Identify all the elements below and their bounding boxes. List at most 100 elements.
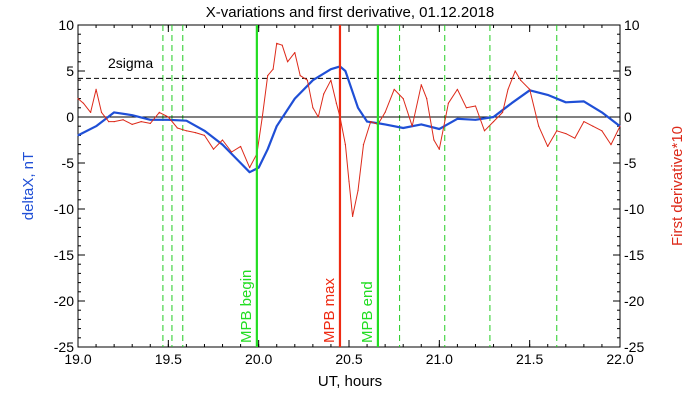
y-axis-left-label: deltaX, nT: [20, 152, 37, 220]
y-tick-label-left: -25: [54, 339, 74, 355]
data-point-deltaX: [402, 127, 404, 129]
x-tick-label: 20.5: [335, 351, 362, 367]
data-point-deltaX: [456, 118, 458, 120]
data-point-derivative: [456, 88, 458, 90]
data-point-derivative: [483, 130, 486, 132]
y-axis-right-label: First derivative*10: [669, 126, 686, 246]
data-point-derivative: [426, 98, 428, 100]
data-point-deltaX: [420, 123, 422, 125]
sigma-label: 2sigma: [108, 55, 153, 71]
data-point-derivative: [433, 139, 435, 141]
data-point-derivative: [261, 116, 263, 118]
data-point-deltaX: [267, 148, 269, 150]
data-point-derivative: [100, 111, 103, 113]
data-point-derivative: [565, 132, 567, 135]
data-point-derivative: [348, 180, 350, 182]
data-point-derivative: [357, 190, 359, 192]
data-point-derivative: [447, 102, 449, 104]
series-line-derivative: [77, 42, 621, 217]
data-point-derivative: [221, 139, 224, 141]
x-axis-label: UT, hours: [318, 373, 382, 390]
data-point-deltaX: [366, 121, 368, 123]
y-tick-label-left: 5: [66, 63, 74, 79]
event-label: MPB begin: [238, 270, 255, 343]
data-point-derivative: [610, 144, 612, 146]
x-tick-label: 21.0: [426, 351, 453, 367]
data-point-deltaX: [357, 107, 359, 109]
x-tick-label: 22.0: [606, 351, 633, 367]
data-point-deltaX: [384, 123, 386, 125]
data-point-derivative: [556, 130, 558, 132]
data-point-derivative: [344, 144, 346, 146]
data-point-derivative: [82, 102, 85, 104]
y-tick-label-right: -10: [624, 201, 644, 217]
data-point-derivative: [438, 148, 440, 150]
data-point-derivative: [167, 116, 169, 118]
y-tick-label-right: -25: [624, 339, 644, 355]
y-tick-label-left: -5: [62, 155, 75, 171]
data-point-derivative: [474, 105, 477, 107]
data-point-derivative: [158, 111, 160, 113]
data-point-derivative: [538, 125, 540, 127]
data-point-derivative: [501, 111, 504, 113]
data-point-derivative: [122, 119, 124, 121]
data-point-derivative: [95, 88, 97, 90]
data-point-derivative: [299, 75, 301, 77]
data-point-deltaX: [601, 111, 603, 113]
y-tick-label-right: 0: [624, 109, 632, 125]
data-point-deltaX: [474, 119, 477, 121]
data-point-derivative: [335, 102, 337, 104]
data-point-derivative: [286, 61, 289, 63]
data-point-derivative: [547, 145, 549, 148]
data-point-derivative: [514, 70, 516, 72]
y-tick-label-right: -5: [624, 155, 637, 171]
data-point-deltaX: [330, 68, 332, 70]
data-point-deltaX: [492, 116, 495, 118]
data-point-derivative: [203, 134, 206, 136]
y-tick-label-right: 5: [624, 63, 632, 79]
data-point-deltaX: [294, 98, 296, 100]
data-point-derivative: [411, 125, 413, 127]
data-point-derivative: [465, 107, 468, 109]
data-point-deltaX: [149, 119, 151, 121]
data-point-derivative: [592, 125, 594, 127]
x-tick-label: 19.0: [64, 351, 91, 367]
data-point-derivative: [352, 215, 354, 217]
data-point-derivative: [393, 88, 395, 90]
data-point-derivative: [370, 121, 372, 123]
chart-title: X-variations and first derivative, 01.12…: [206, 4, 495, 21]
event-label: MPB end: [359, 281, 376, 343]
data-point-derivative: [323, 93, 325, 95]
data-point-derivative: [529, 88, 531, 90]
data-point-derivative: [520, 79, 522, 81]
data-point-derivative: [384, 111, 386, 113]
data-point-derivative: [317, 116, 319, 118]
data-point-derivative: [362, 144, 365, 146]
data-point-deltaX: [565, 101, 567, 103]
data-point-derivative: [276, 42, 278, 45]
data-point-deltaX: [167, 119, 169, 121]
data-point-derivative: [294, 52, 296, 54]
data-point-derivative: [230, 151, 233, 153]
data-point-derivative: [140, 121, 142, 123]
data-point-derivative: [131, 123, 133, 125]
data-point-deltaX: [185, 120, 187, 122]
y-tick-label-left: 0: [66, 109, 74, 125]
data-point-deltaX: [547, 94, 549, 96]
data-point-derivative: [194, 132, 197, 134]
data-point-derivative: [185, 130, 187, 132]
data-point-derivative: [330, 79, 332, 81]
data-point-derivative: [492, 121, 495, 123]
data-point-deltaX: [583, 100, 585, 102]
data-point-derivative: [90, 111, 92, 113]
data-point-derivative: [601, 130, 603, 132]
data-point-deltaX: [344, 70, 346, 72]
data-point-derivative: [583, 121, 585, 123]
data-point-derivative: [212, 148, 215, 150]
y-tick-label-left: 10: [58, 17, 74, 33]
data-point-derivative: [77, 98, 79, 100]
data-point-derivative: [240, 145, 242, 148]
y-tick-label-left: -15: [54, 247, 74, 263]
data-point-derivative: [149, 122, 151, 125]
